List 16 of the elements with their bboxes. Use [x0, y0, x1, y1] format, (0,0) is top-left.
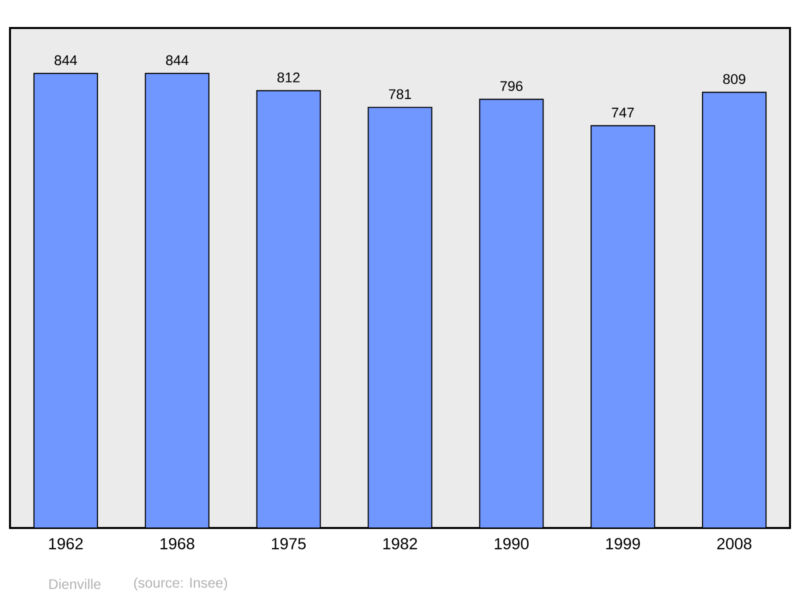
text: (source: Insee) — [134, 577, 228, 591]
x-tick-label: 1975 — [272, 538, 306, 550]
data-label: 844 — [54, 55, 77, 66]
x-tick-label: 1999 — [606, 538, 640, 550]
x-tick-label: 2008 — [717, 538, 752, 550]
data-label: 796 — [500, 81, 522, 92]
data-label: 781 — [389, 89, 411, 100]
text: Dienville — [49, 578, 101, 590]
data-label: 844 — [166, 55, 188, 66]
data-label: 747 — [612, 108, 634, 118]
data-label: 812 — [278, 72, 300, 82]
x-tick-label: 1968 — [160, 538, 194, 550]
data-label: 809 — [723, 74, 746, 84]
x-tick-label: 1962 — [49, 538, 83, 550]
x-tick-label: 1990 — [494, 538, 529, 550]
x-tick-label: 1982 — [383, 538, 417, 550]
